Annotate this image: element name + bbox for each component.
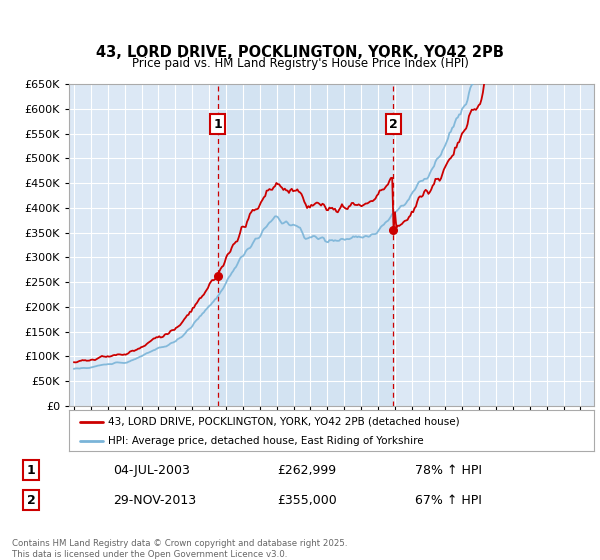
- Text: Price paid vs. HM Land Registry's House Price Index (HPI): Price paid vs. HM Land Registry's House …: [131, 57, 469, 70]
- Text: £355,000: £355,000: [277, 493, 337, 507]
- Text: 67% ↑ HPI: 67% ↑ HPI: [415, 493, 482, 507]
- Text: HPI: Average price, detached house, East Riding of Yorkshire: HPI: Average price, detached house, East…: [109, 436, 424, 446]
- Text: Contains HM Land Registry data © Crown copyright and database right 2025.
This d: Contains HM Land Registry data © Crown c…: [12, 539, 347, 559]
- Text: £262,999: £262,999: [277, 464, 336, 477]
- Text: 78% ↑ HPI: 78% ↑ HPI: [415, 464, 482, 477]
- Text: 2: 2: [389, 118, 398, 130]
- Text: 43, LORD DRIVE, POCKLINGTON, YORK, YO42 2PB: 43, LORD DRIVE, POCKLINGTON, YORK, YO42 …: [96, 45, 504, 60]
- Text: 43, LORD DRIVE, POCKLINGTON, YORK, YO42 2PB (detached house): 43, LORD DRIVE, POCKLINGTON, YORK, YO42 …: [109, 417, 460, 427]
- Text: 1: 1: [213, 118, 222, 130]
- Bar: [218, 84, 394, 406]
- Text: 04-JUL-2003: 04-JUL-2003: [113, 464, 190, 477]
- Text: 2: 2: [26, 493, 35, 507]
- Text: 1: 1: [26, 464, 35, 477]
- Text: 29-NOV-2013: 29-NOV-2013: [113, 493, 196, 507]
